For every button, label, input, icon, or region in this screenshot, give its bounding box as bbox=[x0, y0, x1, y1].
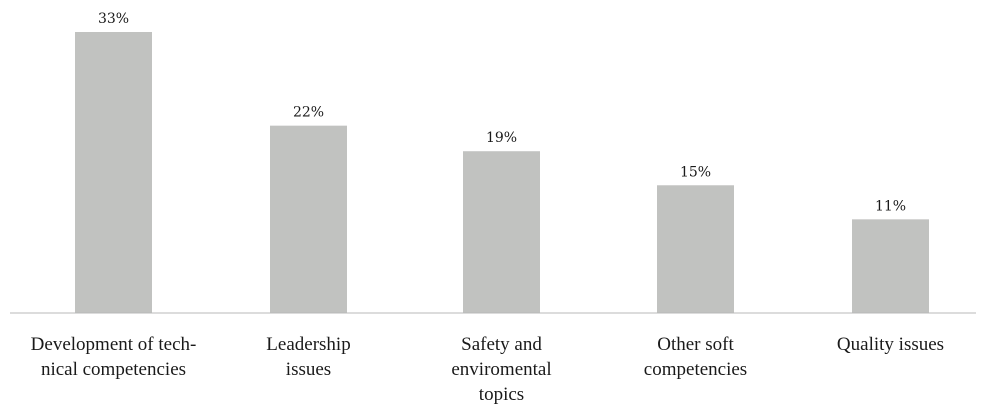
value-labels-group: 33% 22% 19% 15% 11% bbox=[98, 11, 906, 214]
category-label-3-line-1: Safety and bbox=[461, 334, 542, 355]
category-label-1-line-1: Development of tech- bbox=[31, 334, 197, 355]
value-label-3: 19% bbox=[486, 130, 517, 146]
bar-2 bbox=[270, 125, 347, 314]
bar-5 bbox=[852, 219, 929, 313]
category-label-4-line-2: competencies bbox=[644, 359, 747, 380]
category-labels-group: Development of tech-nical competencies Le… bbox=[31, 334, 944, 405]
category-label-2-line-2: issues bbox=[286, 359, 331, 380]
category-label-1-line-2: nical competencies bbox=[41, 359, 186, 380]
category-label-2-line-1: Leadership bbox=[266, 334, 350, 355]
category-label-4-line-1: Other soft bbox=[657, 334, 734, 355]
bar-4 bbox=[657, 185, 734, 313]
value-label-1: 33% bbox=[98, 11, 129, 27]
category-label-3-line-3: topics bbox=[479, 384, 524, 405]
value-label-4: 15% bbox=[680, 164, 711, 180]
bar-3 bbox=[463, 151, 540, 313]
category-label-5-line-1: Quality issues bbox=[837, 334, 944, 355]
bars-group bbox=[75, 32, 929, 314]
bar-1 bbox=[75, 32, 152, 313]
category-label-3-line-2: enviromental bbox=[451, 359, 551, 380]
value-label-5: 11% bbox=[875, 198, 906, 214]
value-label-2: 22% bbox=[293, 105, 324, 121]
